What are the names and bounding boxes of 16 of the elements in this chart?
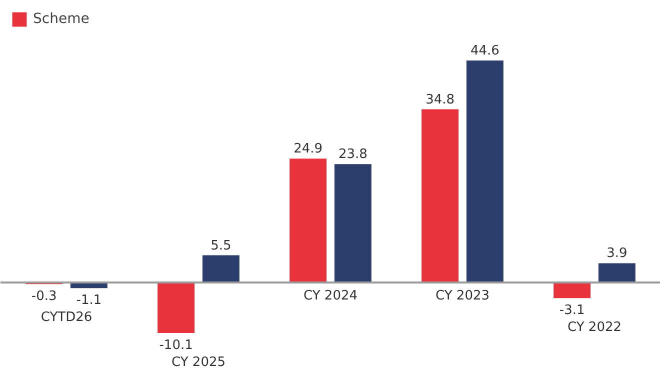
data-label: 44.6 [470,43,500,58]
data-label: 23.8 [338,147,368,162]
x-tick-label: CY 2023 [435,288,490,304]
data-label: -1.1 [76,293,102,308]
data-label: 3.9 [606,246,628,262]
x-tick-label: CY 2022 [567,320,622,336]
data-label: -0.3 [31,289,57,304]
data-label: -3.1 [559,303,585,318]
x-tick-label: CY 2024 [303,288,358,304]
data-label: 34.8 [426,92,455,108]
data-label: 5.5 [210,238,232,254]
data-label: -10.1 [159,338,193,353]
x-tick-label: CYTD26 [40,310,92,326]
data-label: 24.9 [294,142,323,157]
x-tick-label: CY 2025 [171,354,226,370]
legend-label: Scheme [33,11,90,27]
